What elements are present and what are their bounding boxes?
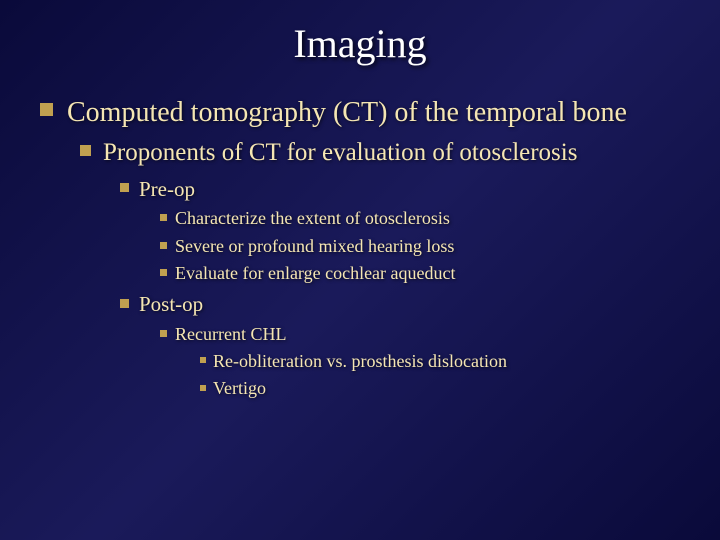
- square-bullet-icon: [40, 103, 53, 116]
- l2-text: Proponents of CT for evaluation of otosc…: [103, 137, 577, 170]
- preop-item-2: Evaluate for enlarge cochlear aqueduct: [175, 262, 456, 285]
- l1-text: Computed tomography (CT) of the temporal…: [67, 95, 627, 131]
- square-bullet-icon: [120, 299, 129, 308]
- bullet-level4-item: Evaluate for enlarge cochlear aqueduct: [160, 262, 680, 285]
- preop-item-1: Severe or profound mixed hearing loss: [175, 235, 454, 258]
- slide-container: Imaging Computed tomography (CT) of the …: [0, 0, 720, 540]
- bullet-level3-preop: Pre-op: [120, 176, 680, 203]
- bullet-level5-item: Re-obliteration vs. prosthesis dislocati…: [200, 350, 680, 373]
- preop-item-0: Characterize the extent of otosclerosis: [175, 207, 450, 230]
- square-bullet-icon: [160, 269, 167, 276]
- postop-item: Recurrent CHL: [175, 323, 286, 346]
- postop-sub-1: Vertigo: [213, 377, 266, 400]
- bullet-level4-item: Recurrent CHL: [160, 323, 680, 346]
- bullet-level4-item: Characterize the extent of otosclerosis: [160, 207, 680, 230]
- square-bullet-icon: [200, 357, 206, 363]
- bullet-level3-postop: Post-op: [120, 291, 680, 318]
- square-bullet-icon: [160, 330, 167, 337]
- square-bullet-icon: [200, 385, 206, 391]
- square-bullet-icon: [160, 214, 167, 221]
- bullet-level2: Proponents of CT for evaluation of otosc…: [80, 137, 680, 170]
- bullet-level4-item: Severe or profound mixed hearing loss: [160, 235, 680, 258]
- bullet-level1: Computed tomography (CT) of the temporal…: [40, 95, 680, 131]
- slide-title: Imaging: [40, 20, 680, 67]
- postop-label: Post-op: [139, 291, 203, 318]
- bullet-level5-item: Vertigo: [200, 377, 680, 400]
- square-bullet-icon: [120, 183, 129, 192]
- preop-label: Pre-op: [139, 176, 195, 203]
- postop-sub-0: Re-obliteration vs. prosthesis dislocati…: [213, 350, 507, 373]
- square-bullet-icon: [80, 145, 91, 156]
- square-bullet-icon: [160, 242, 167, 249]
